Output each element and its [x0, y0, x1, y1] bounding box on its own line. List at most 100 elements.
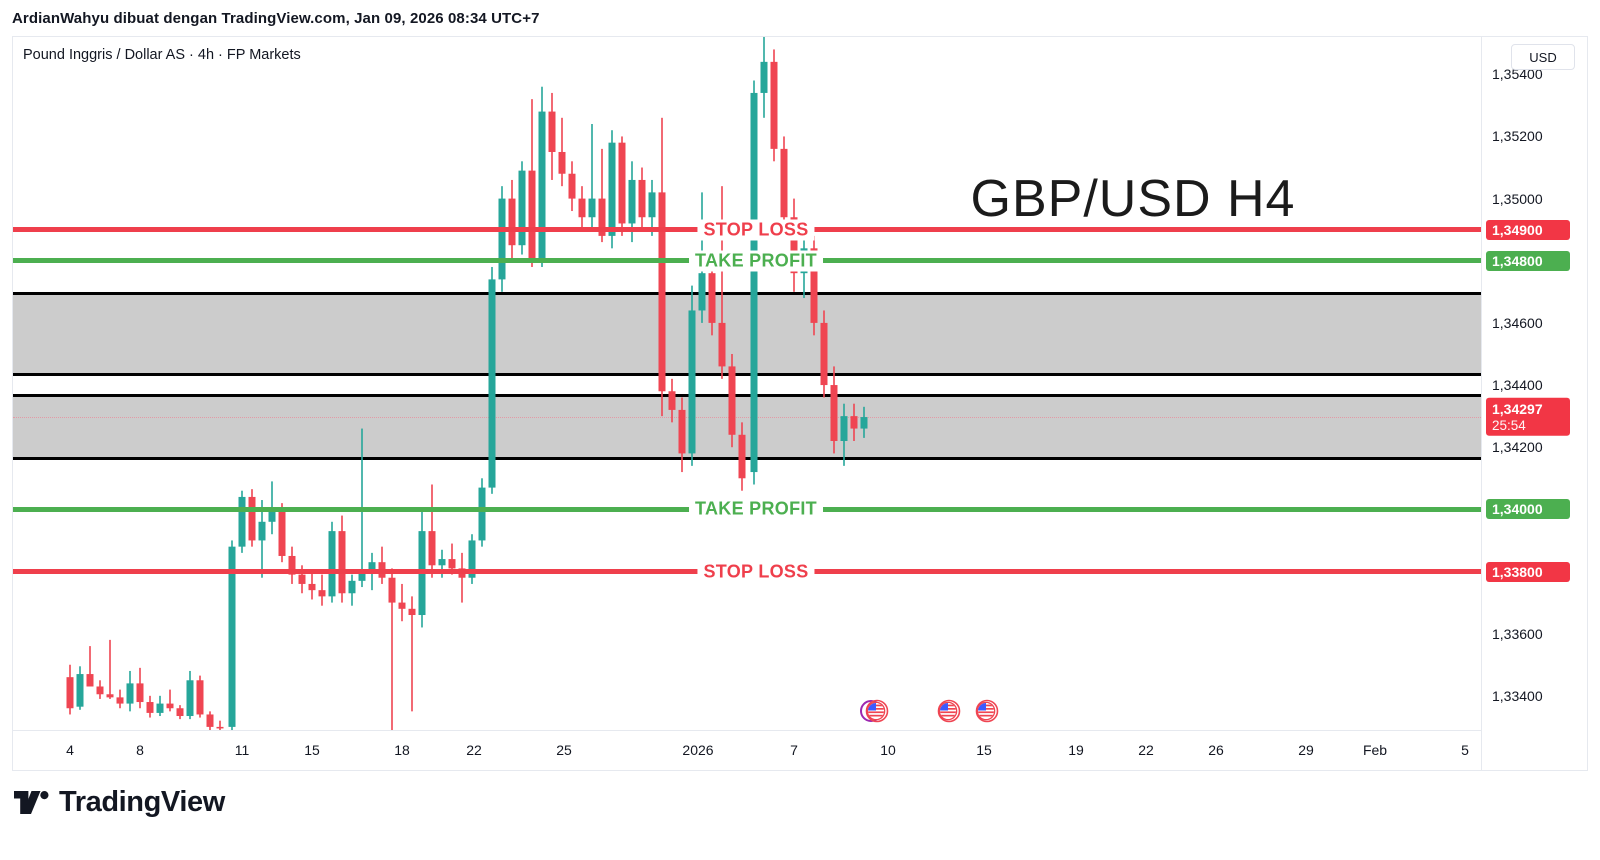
time-tick: 7	[790, 742, 798, 758]
price-tick: 1,33400	[1492, 687, 1543, 704]
price-tick: 1,35400	[1492, 66, 1543, 83]
last-price-dotted-line	[13, 417, 1481, 419]
candle	[258, 500, 266, 578]
time-tick: 25	[556, 742, 572, 758]
time-tick: 11	[234, 742, 250, 758]
candle	[558, 117, 566, 187]
candle	[298, 565, 306, 594]
candle	[780, 136, 788, 230]
take-profit-upper-price-badge[interactable]: 1,34800	[1486, 250, 1570, 271]
candle	[750, 80, 758, 485]
time-tick: 10	[880, 742, 896, 758]
candle	[578, 186, 586, 230]
candle	[830, 366, 838, 454]
candle	[518, 161, 526, 255]
candle	[408, 596, 416, 712]
take-profit-lower-price-badge[interactable]: 1,34000	[1486, 499, 1570, 520]
candle	[428, 484, 436, 578]
candle	[146, 695, 154, 718]
currency-badge[interactable]: USD	[1511, 44, 1575, 70]
time-tick: 19	[1068, 742, 1084, 758]
candle	[116, 689, 124, 709]
symbol-legend: Pound Inggris / Dollar AS · 4h · FP Mark…	[23, 47, 301, 63]
price-tick: 1,35200	[1492, 128, 1543, 145]
candle	[718, 186, 726, 379]
candle	[438, 549, 446, 578]
candle	[688, 285, 696, 466]
candle	[96, 680, 104, 699]
demand-zone-lower[interactable]	[13, 394, 1481, 460]
candle	[738, 422, 746, 491]
candle	[638, 167, 646, 230]
price-tick: 1,34400	[1492, 377, 1543, 394]
candle	[398, 583, 406, 622]
time-scale[interactable]: 4 8 11 15 18 22 25 2026 7 10 15 19 22 26 29 Feb 5	[13, 730, 1481, 770]
candle	[176, 705, 184, 720]
take-profit-upper-label: TAKE PROFIT	[689, 250, 823, 272]
candle	[248, 489, 256, 547]
candle	[338, 515, 346, 603]
attribution-text: ArdianWahyu dibuat dengan TradingView.co…	[12, 10, 540, 27]
candle	[598, 148, 606, 243]
chart-frame: Pound Inggris / Dollar AS · 4h · FP Mark…	[12, 36, 1588, 771]
price-tick: 1,35000	[1492, 190, 1543, 207]
candle	[608, 130, 616, 249]
candle	[186, 670, 194, 720]
time-tick: 22	[466, 742, 482, 758]
price-scale[interactable]: 1,35400 1,35200 1,35000 1,34600 1,34400 1,342…	[1481, 37, 1587, 770]
time-tick: 2026	[682, 742, 714, 758]
candle	[618, 136, 626, 236]
candle	[840, 403, 848, 466]
last-price-badge[interactable]: 1,34297 25:54	[1486, 397, 1570, 437]
time-tick: 29	[1298, 742, 1314, 758]
candle	[860, 406, 868, 438]
take-profit-lower-label: TAKE PROFIT	[689, 498, 823, 520]
candle	[678, 397, 686, 473]
stop-loss-upper-price-badge[interactable]: 1,34900	[1486, 219, 1570, 240]
candle	[478, 478, 486, 547]
time-tick: 5	[1461, 742, 1469, 758]
candle	[66, 664, 74, 715]
candle	[850, 403, 858, 441]
candle	[820, 310, 828, 398]
economic-event-us-1-icon[interactable]	[929, 694, 963, 728]
candle	[196, 675, 204, 718]
supply-zone-upper[interactable]	[13, 291, 1481, 376]
candle	[288, 546, 296, 584]
countdown-text: 25:54	[1492, 417, 1526, 433]
plot-area[interactable]: STOP LOSS TAKE PROFIT TAKE PROFIT STOP LOSS…	[13, 37, 1481, 770]
candle	[658, 117, 666, 417]
candle	[648, 179, 656, 236]
candle	[348, 574, 356, 606]
candle	[728, 353, 736, 448]
economic-events-layer	[13, 37, 1481, 730]
candlestick-series	[66, 37, 868, 730]
candle	[86, 646, 94, 687]
pair-watermark: GBP/USD H4	[970, 170, 1296, 228]
stop-loss-lower-price-badge[interactable]: 1,33800	[1486, 561, 1570, 582]
candle	[278, 503, 286, 563]
candle	[790, 198, 798, 292]
candle	[136, 667, 144, 709]
candle	[166, 689, 174, 712]
economic-event-high-impact-us-icon[interactable]	[857, 694, 891, 728]
time-tick: 26	[1208, 742, 1224, 758]
candle	[548, 92, 556, 180]
candle	[388, 568, 396, 730]
candle	[468, 534, 476, 584]
time-tick: 18	[394, 742, 410, 758]
candle	[488, 266, 496, 494]
candle	[106, 639, 114, 699]
candle	[126, 670, 134, 712]
candle	[308, 571, 316, 600]
price-tick: 1,33600	[1492, 625, 1543, 642]
candle	[238, 490, 246, 553]
candle	[156, 695, 164, 717]
candle	[318, 574, 326, 606]
time-tick: 15	[304, 742, 320, 758]
candle	[760, 37, 768, 118]
candle	[216, 720, 224, 730]
economic-event-us-2-icon[interactable]	[967, 694, 1001, 728]
candle	[708, 260, 716, 336]
